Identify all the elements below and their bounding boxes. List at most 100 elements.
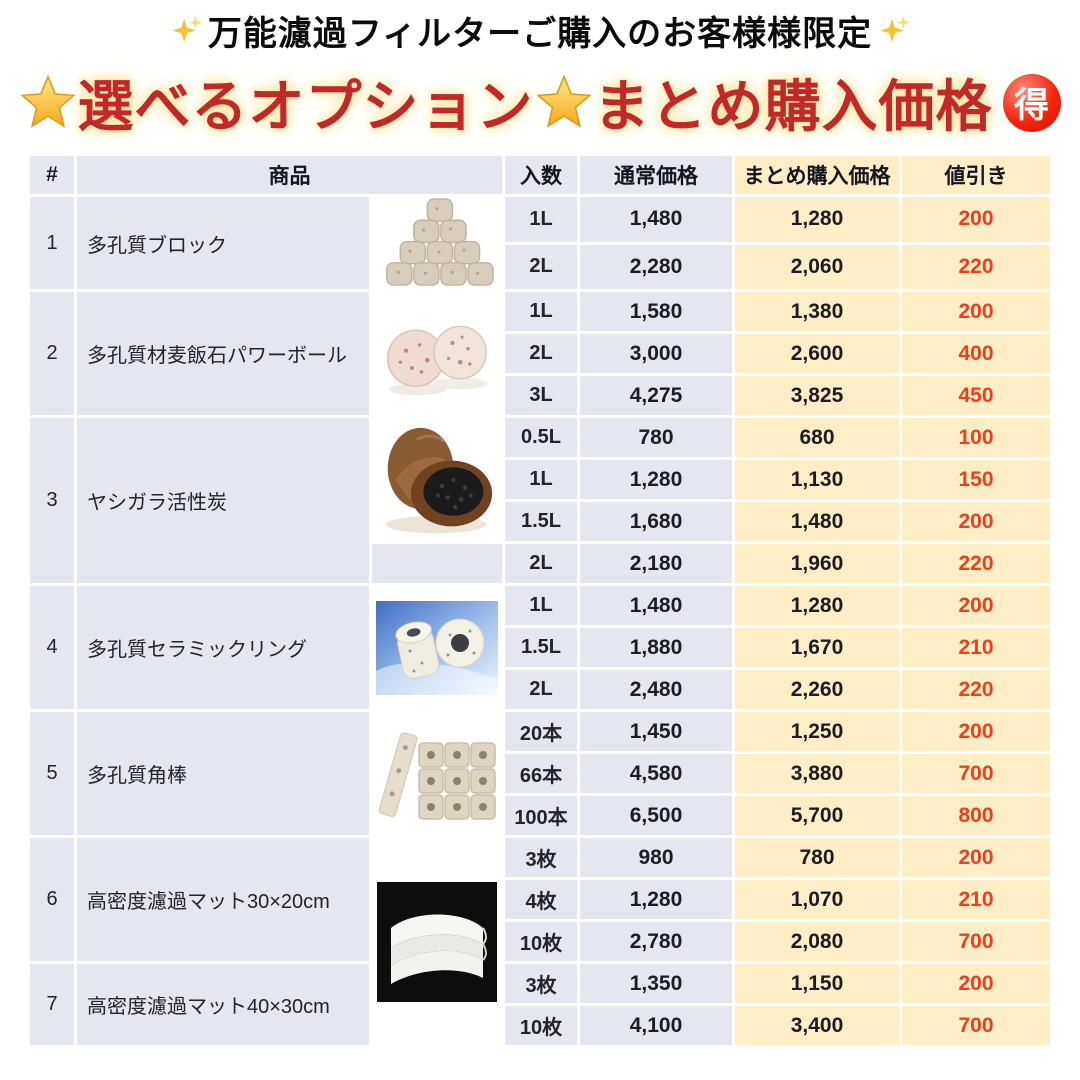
bundle-price-value: 1,480: [735, 502, 899, 541]
product-number: 2: [30, 292, 74, 415]
discount-value: 150: [902, 460, 1050, 499]
normal-price-value: 980: [580, 838, 732, 877]
product-row: 7 高密度濾過マット40×30cm 3枚 1,350 1,150 200: [30, 964, 1050, 1045]
normal-price-value: 1,680: [580, 502, 732, 541]
col-header-num: #: [30, 156, 74, 194]
quantity-value: 20本: [505, 712, 577, 751]
normal-price-value: 1,880: [580, 628, 732, 667]
sparkles-icon: [880, 15, 911, 43]
title-bundle-price: まとめ購入価格: [593, 75, 993, 138]
normal-price-value: 2,480: [580, 670, 732, 709]
normal-price-value: 1,350: [580, 964, 732, 1003]
product-name: 多孔質材麦飯石パワーボール: [77, 292, 369, 415]
product-row: 2 多孔質材麦飯石パワーボール 1L 1,580 1,380 200: [30, 292, 1050, 415]
discount-value: 210: [902, 880, 1050, 919]
bundle-price-value: 1,380: [735, 292, 899, 331]
discount-value: 700: [902, 754, 1050, 793]
normal-price-value: 1,580: [580, 292, 732, 331]
discount-value: 450: [902, 376, 1050, 415]
title-option: 選べるオプション: [77, 75, 534, 138]
product-row: 10枚 4,100 3,400 700: [30, 1006, 1050, 1045]
bundle-price-value: 2,060: [735, 244, 899, 289]
col-header-normal-price: 通常価格: [580, 156, 732, 194]
product-photo-activated-carbon: [372, 418, 502, 541]
quantity-value: 10枚: [505, 922, 577, 961]
product-photo-power-balls: [372, 292, 502, 415]
page-title: 選べるオプション まとめ購入価格 得: [0, 62, 1080, 143]
bundle-price-value: 680: [735, 418, 899, 457]
quantity-value: 1L: [505, 292, 577, 331]
normal-price-value: 2,780: [580, 922, 732, 961]
price-table-body: 1 多孔質ブロック 1L 1,480 1,280 200 2L 2,280 2,060 220 2 多…: [30, 197, 1050, 1045]
discount-value: 200: [902, 502, 1050, 541]
product-row: 3L 4,275 3,825 450: [30, 376, 1050, 415]
quantity-value: 3枚: [505, 838, 577, 877]
discount-value: 700: [902, 1006, 1050, 1045]
normal-price-value: 4,580: [580, 754, 732, 793]
col-header-product: 商品: [77, 156, 502, 194]
bundle-price-value: 1,280: [735, 586, 899, 625]
image-filler-cell: [372, 544, 502, 583]
glowing-star-icon: [19, 74, 76, 128]
quantity-value: 3枚: [505, 964, 577, 1003]
discount-value: 200: [902, 712, 1050, 751]
discount-value: 800: [902, 796, 1050, 835]
product-row: 6 高密度濾過マット30×20cm 3枚 980 780 200: [30, 838, 1050, 1045]
table-header-row: # 商品 入数 通常価格 まとめ購入価格 値引き: [30, 156, 1050, 194]
toku-discount-badge: 得: [1002, 73, 1061, 132]
product-photo-porous-blocks: [372, 197, 502, 289]
product-number: 7: [30, 964, 74, 1045]
quantity-value: 10枚: [505, 1006, 577, 1045]
product-row: 1.5L 1,880 1,670 210: [30, 628, 1050, 667]
quantity-value: 1L: [505, 197, 577, 242]
normal-price-value: 1,450: [580, 712, 732, 751]
product-name: 多孔質角棒: [77, 712, 369, 835]
product-number: 4: [30, 586, 74, 709]
quantity-value: 2L: [505, 334, 577, 373]
normal-price-value: 780: [580, 418, 732, 457]
product-number: 3: [30, 418, 74, 583]
normal-price-value: 2,180: [580, 544, 732, 583]
product-row: 66本 4,580 3,880 700: [30, 754, 1050, 793]
product-row: 4枚 1,280 1,070 210: [30, 880, 1050, 919]
product-name: 多孔質ブロック: [77, 197, 369, 289]
bundle-price-value: 1,250: [735, 712, 899, 751]
quantity-value: 3L: [505, 376, 577, 415]
limited-offer-banner: 万能濾過フィルターご購入のお客様様限定: [0, 0, 1080, 54]
product-row: 2L 2,180 1,960 220: [30, 544, 1050, 583]
normal-price-value: 1,480: [580, 197, 732, 242]
col-header-bundle-price: まとめ購入価格: [735, 156, 899, 194]
normal-price-value: 1,280: [580, 460, 732, 499]
quantity-value: 100本: [505, 796, 577, 835]
quantity-value: 2L: [505, 670, 577, 709]
normal-price-value: 1,280: [580, 880, 732, 919]
product-row: 3 ヤシガラ活性炭 0.5L 780 680 100: [30, 418, 1050, 583]
bundle-price-value: 780: [735, 838, 899, 877]
product-row: 4 多孔質セラミックリング 1L 1,480 1,280 200: [30, 586, 1050, 709]
discount-value: 200: [902, 838, 1050, 877]
normal-price-value: 4,100: [580, 1006, 732, 1045]
normal-price-value: 1,480: [580, 586, 732, 625]
discount-value: 220: [902, 670, 1050, 709]
bundle-price-value: 3,400: [735, 1006, 899, 1045]
product-row: 5 多孔質角棒 20本 1,450 1,250 200: [30, 712, 1050, 835]
quantity-value: 2L: [505, 244, 577, 289]
discount-value: 210: [902, 628, 1050, 667]
glowing-star-icon: [535, 74, 592, 128]
bundle-price-value: 1,960: [735, 544, 899, 583]
discount-value: 200: [902, 964, 1050, 1003]
normal-price-value: 6,500: [580, 796, 732, 835]
product-number: 6: [30, 838, 74, 961]
discount-value: 400: [902, 334, 1050, 373]
col-header-qty: 入数: [505, 156, 577, 194]
discount-value: 200: [902, 197, 1050, 242]
product-row: 100本 6,500 5,700 800: [30, 796, 1050, 835]
bundle-price-value: 1,670: [735, 628, 899, 667]
bundle-price-value: 2,600: [735, 334, 899, 373]
quantity-value: 2L: [505, 544, 577, 583]
product-photo-filter-mats: [372, 838, 502, 1045]
product-number: 5: [30, 712, 74, 835]
discount-value: 100: [902, 418, 1050, 457]
normal-price-value: 4,275: [580, 376, 732, 415]
discount-value: 200: [902, 292, 1050, 331]
